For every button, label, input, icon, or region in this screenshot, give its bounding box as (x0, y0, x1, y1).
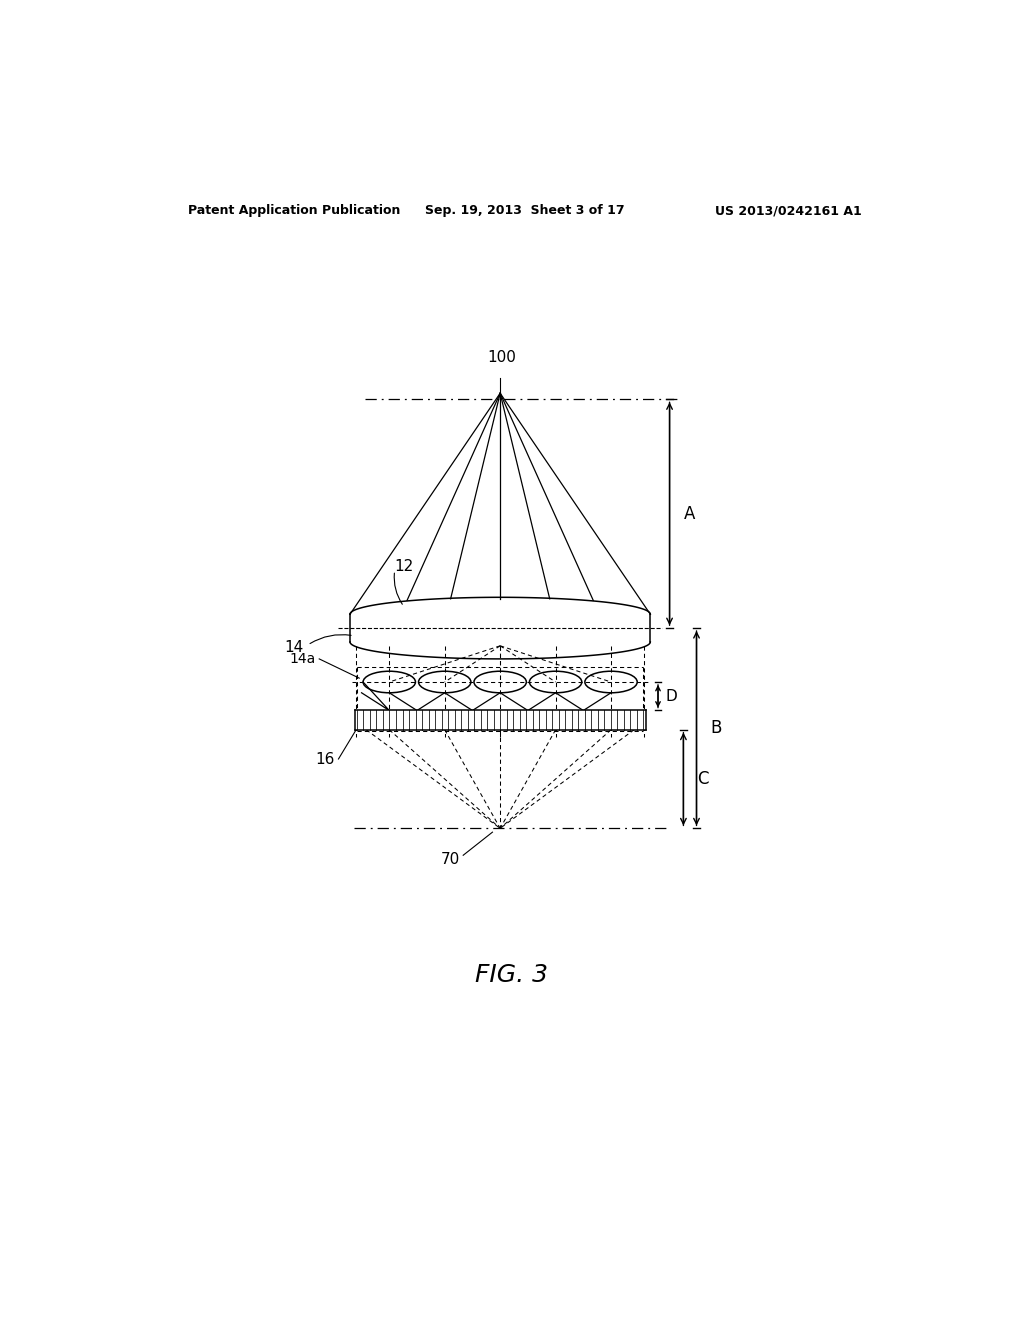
Text: 100: 100 (487, 350, 516, 364)
Text: 14: 14 (285, 640, 304, 655)
Text: D: D (666, 689, 678, 704)
Text: Patent Application Publication: Patent Application Publication (188, 205, 400, 218)
Text: C: C (697, 770, 709, 788)
Text: FIG. 3: FIG. 3 (475, 962, 548, 986)
Text: 70: 70 (440, 851, 460, 867)
Text: A: A (683, 504, 695, 523)
Text: 16: 16 (315, 751, 335, 767)
Text: Sep. 19, 2013  Sheet 3 of 17: Sep. 19, 2013 Sheet 3 of 17 (425, 205, 625, 218)
Text: 14a: 14a (289, 652, 315, 665)
Text: US 2013/0242161 A1: US 2013/0242161 A1 (716, 205, 862, 218)
Text: B: B (711, 719, 722, 737)
Bar (354, 710, 646, 730)
Text: 12: 12 (394, 558, 414, 574)
